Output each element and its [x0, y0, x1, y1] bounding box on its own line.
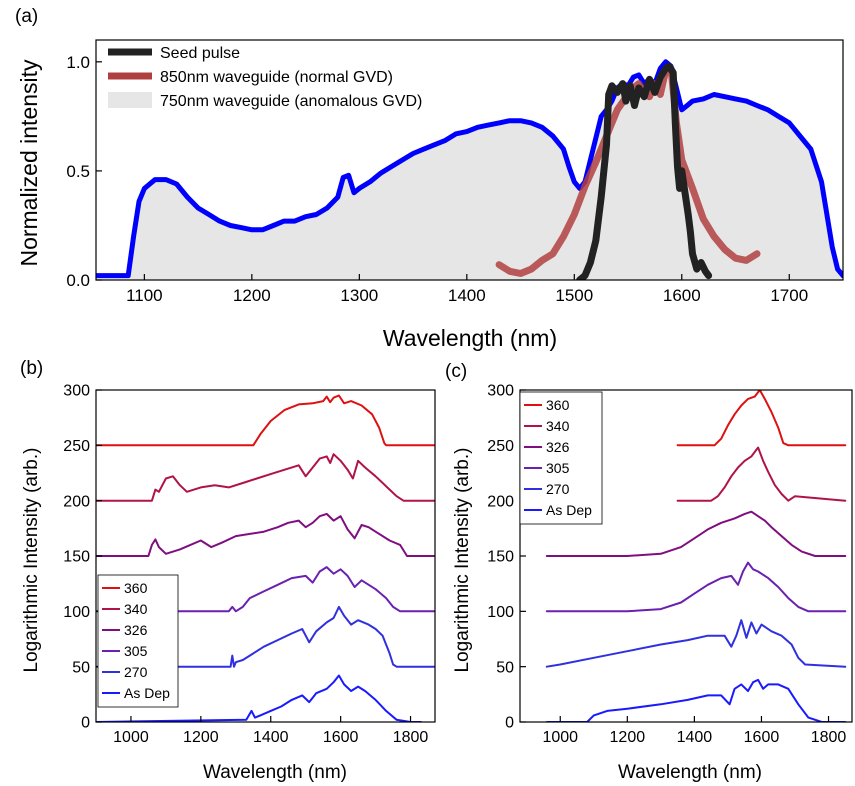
y-tick-label-b-5: 250: [63, 438, 90, 455]
y-tick-label-b-1: 50: [72, 659, 90, 676]
plot-area-b: 1000 1200 1400 1600 1800 0 50 100 150 200 250 300 36…: [63, 383, 436, 746]
x-tick-label-a-4: 1500: [555, 286, 593, 305]
panel-label-c: (c): [445, 361, 467, 382]
x-tick-label-a-5: 1600: [663, 286, 701, 305]
x-axis-label-c: Wavelength (nm): [618, 762, 762, 783]
series-line-b-2: [96, 512, 435, 557]
series-fill-a-2: [96, 61, 843, 280]
legend-a: Seed pulse 850nm waveguide (normal GVD) 75…: [108, 45, 422, 110]
y-tick-label-b-3: 150: [63, 549, 90, 566]
series-line-a-0: [576, 62, 713, 280]
series-line-b-5: [96, 674, 422, 722]
legend-box-b: [97, 574, 179, 708]
y-tick-label-a-1: 0.5: [66, 162, 90, 181]
x-tick-label-c-4: 1800: [811, 729, 847, 746]
y-tick-label-a-2: 1.0: [66, 53, 90, 72]
y-tick-label-c-1: 50: [496, 659, 514, 676]
series-line-a-2: [96, 59, 843, 279]
x-tick-label-a-2: 1300: [340, 286, 378, 305]
legend-label-c-3: 305: [546, 460, 570, 476]
series-line-b-1: [96, 453, 435, 502]
plot-frame-a: [95, 39, 844, 281]
legend-label-c-5: As Dep: [546, 502, 592, 518]
series-line-b-3: [96, 566, 435, 613]
series-group-c: [545, 390, 847, 722]
y-tick-label-c-3: 150: [487, 549, 514, 566]
panel-b: (b) 1000 1200 1400 1600 1800 0 50 100 150 200 250 3…: [20, 358, 436, 783]
series-line-c-3: [545, 561, 847, 613]
legend-label-a-1: 850nm waveguide (normal GVD): [160, 69, 393, 86]
y-tick-label-b-4: 200: [63, 493, 90, 510]
y-tick-label-c-5: 250: [487, 438, 514, 455]
plot-area-c: 1000 1200 1400 1600 1800 0 50 100 150 200 250 300 36…: [487, 383, 853, 746]
y-axis-label-b: Logarithmic Intensity (arb.): [21, 448, 42, 673]
legend-swatch-a-2: [108, 92, 152, 108]
y-axis-label-c: Logarithmic Intensity (arb.): [452, 448, 473, 673]
legend-label-b-2: 326: [124, 622, 148, 638]
x-tick-label-a-1: 1200: [233, 286, 271, 305]
panel-a: (a) 1100 1200 1300 1400 1500 1600 1700 0.0 0.5 1.…: [15, 6, 844, 351]
y-tick-label-b-2: 100: [63, 604, 90, 621]
legend-label-a-2: 750nm waveguide (anomalous GVD): [160, 93, 422, 110]
series-line-c-2: [545, 510, 847, 557]
y-axis-label-a: Normalized intensity: [16, 59, 42, 267]
x-tick-label-c-1: 1200: [610, 729, 646, 746]
x-tick-label-a-0: 1100: [126, 286, 163, 305]
panel-c: (c) 1000 1200 1400 1600 1800 0 50 100 150 200 250 3…: [445, 361, 853, 783]
x-tick-label-b-4: 1800: [393, 729, 429, 746]
series-line-c-5: [545, 678, 847, 722]
legend-label-b-0: 360: [124, 580, 148, 596]
y-tick-label-a-0: 0.0: [66, 271, 90, 290]
y-tick-label-c-2: 100: [487, 604, 514, 621]
y-tick-label-b-0: 0: [81, 715, 90, 732]
legend-label-b-4: 270: [124, 664, 148, 680]
series-group-a: [96, 59, 843, 280]
legend-label-a-0: Seed pulse: [160, 45, 240, 62]
legend-b: 360 340 326 305 270 As Dep: [97, 574, 179, 708]
series-line-b-0: [96, 394, 435, 447]
plot-area-a: 1100 1200 1300 1400 1500 1600 1700 0.0 0.5 1.0 See…: [66, 39, 844, 305]
legend-label-c-4: 270: [546, 481, 570, 497]
x-tick-label-b-2: 1400: [253, 729, 289, 746]
legend-label-b-1: 340: [124, 601, 148, 617]
x-tick-label-c-3: 1600: [744, 729, 780, 746]
legend-label-c-2: 326: [546, 439, 570, 455]
y-tick-label-c-0: 0: [505, 715, 514, 732]
x-tick-label-a-3: 1400: [448, 286, 486, 305]
x-tick-label-a-6: 1700: [770, 286, 808, 305]
y-tick-label-c-6: 300: [487, 383, 514, 400]
legend-c: 360 340 326 305 270 As Dep: [519, 391, 603, 525]
legend-label-b-5: As Dep: [124, 685, 170, 701]
series-line-c-4: [545, 619, 847, 668]
series-line-c-0: [676, 390, 847, 447]
series-line-c-1: [676, 446, 847, 502]
legend-label-b-3: 305: [124, 643, 148, 659]
legend-label-c-1: 340: [546, 418, 570, 434]
x-tick-label-c-2: 1400: [677, 729, 713, 746]
x-axis-label-b: Wavelength (nm): [203, 762, 347, 783]
series-line-b-4: [96, 605, 435, 668]
x-axis-label-a: Wavelength (nm): [383, 325, 557, 351]
legend-box-c: [519, 391, 603, 525]
legend-label-c-0: 360: [546, 397, 570, 413]
panel-label-b: (b): [20, 358, 43, 379]
x-tick-label-b-3: 1600: [323, 729, 359, 746]
y-tick-label-b-6: 300: [63, 383, 90, 400]
series-group-b: [96, 394, 435, 722]
x-tick-label-b-1: 1200: [183, 729, 219, 746]
x-tick-label-b-0: 1000: [113, 729, 149, 746]
y-tick-label-c-4: 200: [487, 493, 514, 510]
x-tick-label-c-0: 1000: [542, 729, 578, 746]
panel-label-a: (a): [15, 6, 38, 27]
